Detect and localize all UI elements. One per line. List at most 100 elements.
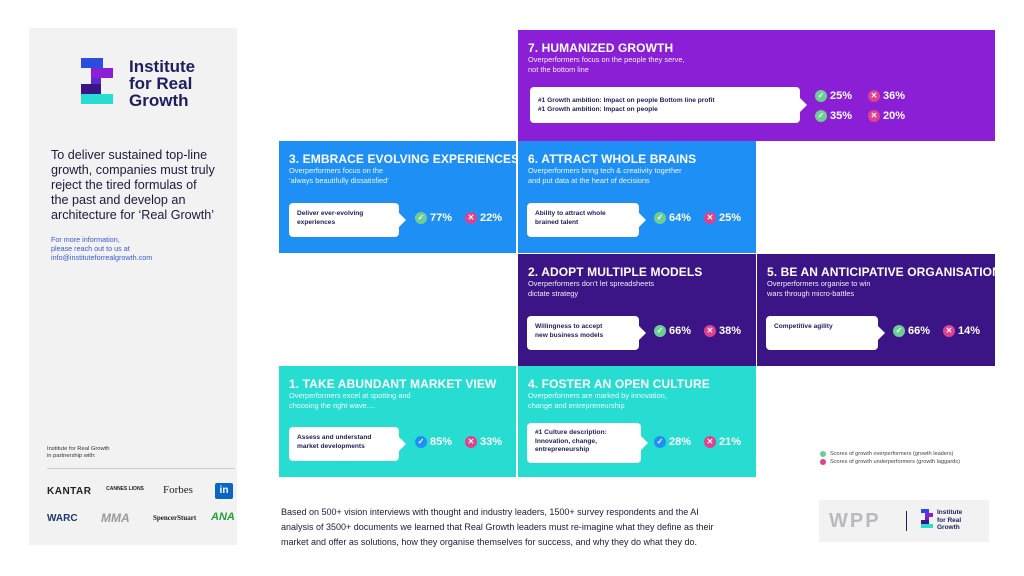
underperformer-score: ✕ 36% [868,90,905,102]
tile-title: 2. ADOPT MULTIPLE MODELS [528,265,703,279]
tile-subtitle: Overperformers don’t let spreadsheets di… [528,279,654,298]
tagline-line: the past and develop an [51,193,186,207]
score-value: 33% [480,436,503,448]
cross-icon: ✕ [704,325,716,337]
tile-subtitle-line: Overperformers don’t let spreadsheets [528,279,655,288]
logo-mark-icon [77,58,117,114]
tile-subtitle-line: Overperformers bring tech & creativity t… [528,166,682,175]
cross-icon: ✕ [465,212,477,224]
stat-label: Assess and understand [297,434,372,441]
tagline: To deliver sustained top-line growth, co… [51,148,239,223]
logo-mark-icon [919,509,933,531]
stat-label: market developments [297,442,365,450]
overperformer-score: ✓ 85% [415,436,452,448]
cross-icon: ✕ [704,212,716,224]
tagline-line: architecture for ‘Real Growth’ [51,208,215,222]
check-icon: ✓ [654,212,666,224]
tile-subtitle-line: Overperformers focus on the [289,166,384,175]
overperformer-score: ✓ 66% [893,325,930,337]
tile-foster-an-open-culture: 4. FOSTER AN OPEN CULTURE Overperformers… [518,366,756,477]
partner-logo-ana[interactable]: ANA [211,511,235,523]
logo-line: Growth [937,524,960,531]
more-info-line: For more information, [51,235,120,244]
check-icon: ✓ [815,110,827,122]
tile-subtitle-line: Overperformers organise to win [767,279,871,288]
partner-logo-mma[interactable]: MMA [101,511,130,525]
tagline-line: reject the tired formulas of [51,178,197,192]
score-value: 66% [908,325,931,337]
check-icon: ✓ [654,436,666,448]
tile-attract-whole-brains: 6. ATTRACT WHOLE BRAINS Overperformers b… [518,141,756,253]
divider [47,468,235,469]
tagline-line: growth, companies must truly [51,163,215,177]
tile-title: 6. ATTRACT WHOLE BRAINS [528,152,697,166]
partner-logo-kantar[interactable]: KANTAR [47,486,92,497]
underperformer-score: ✕ 33% [465,436,502,448]
tile-title: 5. BE AN ANTICIPATIVE ORGANISATION [767,265,1001,279]
stat-box: Competitive agility [766,316,885,350]
check-icon: ✓ [893,325,905,337]
stat-label: #1 Culture description: [535,429,607,436]
more-info-line: please reach out to us at [51,244,130,253]
footer-line: analysis of 3500+ documents we learned t… [281,522,714,532]
overperformer-score: ✓ 35% [815,110,852,122]
underperformer-score: ✕ 21% [704,436,741,448]
stat-box: #1 Culture description: Innovation, chan… [527,423,648,463]
stat-label: Competitive agility [774,323,833,330]
stat-box: Willingness to accept new business model… [527,316,646,350]
tile-subtitle-line: dictate strategy [528,288,579,298]
partner-logo-forbes[interactable]: Forbes [163,484,193,496]
tile-subtitle-line: Overperformers are marked by innovation, [528,391,667,400]
tile-subtitle: Overperformers are marked by innovation,… [528,391,667,410]
underperformer-score: ✕ 14% [943,325,980,337]
stat-label: Willingness to accept [535,323,603,330]
stat-label: brained talent [535,218,579,226]
tile-subtitle-line: not the bottom line [528,64,589,74]
overperformer-score: ✓ 66% [654,325,691,337]
partner-label-line: in partnership with: [47,453,96,459]
score-value: 66% [669,325,692,337]
partner-logo-warc[interactable]: WARC [47,513,78,524]
score-value: 25% [719,212,742,224]
tile-subtitle: Overperformers focus on the people they … [528,55,685,74]
logo-line: for Real [129,74,193,93]
check-icon: ✓ [415,436,427,448]
tile-subtitle-line: Overperformers excel at spotting and [289,391,411,400]
partner-logo-spencerstuart[interactable]: SpencerStuart [153,514,197,522]
logo-line: for Real [937,516,962,524]
underperformer-score: ✕ 20% [868,110,905,122]
footer-line: Based on 500+ vision interviews with tho… [281,507,699,517]
score-value: 28% [669,436,692,448]
partner-logo-cannes-lions[interactable]: CANNES LIONS [106,486,144,492]
tile-subtitle: Overperformers bring tech & creativity t… [528,166,682,185]
linkedin-icon[interactable]: in [215,483,233,499]
logo-text: Institute for Real Growth [937,509,962,532]
tile-subtitle-line: change and entrepreneurship [528,400,625,410]
stat-box: Deliver ever-evolving experiences [289,203,406,237]
score-value: 14% [958,325,981,337]
contact-email-link[interactable]: info@instituteforrealgrowth.com [51,253,153,262]
score-value: 35% [830,110,853,122]
institute-logo[interactable]: Institute for Real Growth [77,58,227,118]
cross-icon: ✕ [943,325,955,337]
legend-item-overperformers: Scores of growth overperformers (growth … [820,450,960,458]
tile-subtitle-line: wars through micro-battles [767,288,855,298]
footer-line: market and offer as solutions, how they … [281,537,698,547]
tile-subtitle: Overperformers focus on the ‘always beau… [289,166,389,185]
wpp-logo-box[interactable]: WPP Institute for Real Growth [819,500,989,542]
cross-icon: ✕ [868,90,880,102]
tile-title: 4. FOSTER AN OPEN CULTURE [528,377,710,391]
wpp-logo: WPP [829,510,881,532]
check-icon: ✓ [415,212,427,224]
tagline-line: To deliver sustained top-line [51,148,208,162]
tile-subtitle: Overperformers organise to win wars thro… [767,279,871,298]
footer-summary: Based on 500+ vision interviews with tho… [281,505,781,550]
stat-label: Deliver ever-evolving [297,210,364,217]
stat-box: #1 Growth ambition: Impact on people Bot… [530,87,807,123]
logo-line: Institute [129,57,196,76]
stat-label: entrepreneurship [535,446,590,453]
tile-adopt-multiple-models: 2. ADOPT MULTIPLE MODELS Overperformers … [518,254,756,366]
overperformer-score: ✓ 77% [415,212,452,224]
overperformer-score: ✓ 28% [654,436,691,448]
partner-label-line: Institute for Real Growth [47,446,110,452]
